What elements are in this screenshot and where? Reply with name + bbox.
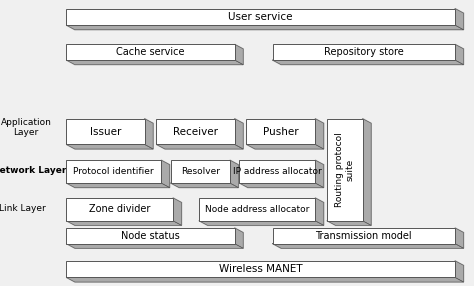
- Polygon shape: [455, 261, 464, 282]
- Text: Pusher: Pusher: [263, 127, 299, 136]
- Bar: [156, 119, 235, 144]
- Polygon shape: [66, 244, 243, 248]
- Polygon shape: [315, 160, 324, 188]
- Polygon shape: [199, 221, 324, 225]
- Polygon shape: [363, 119, 371, 225]
- Bar: [273, 44, 455, 60]
- Bar: [327, 119, 363, 221]
- Text: Issuer: Issuer: [90, 127, 121, 136]
- Bar: [199, 198, 315, 221]
- Polygon shape: [455, 44, 464, 65]
- Bar: [66, 160, 161, 183]
- Text: Network Layer: Network Layer: [0, 166, 66, 175]
- Text: Node status: Node status: [121, 231, 180, 241]
- Text: Protocol identifier: Protocol identifier: [73, 167, 154, 176]
- Polygon shape: [66, 144, 153, 149]
- Bar: [66, 9, 455, 25]
- Polygon shape: [327, 221, 371, 225]
- Text: IP address allocator: IP address allocator: [233, 167, 322, 176]
- Polygon shape: [171, 183, 238, 188]
- Text: Zone divider: Zone divider: [89, 204, 150, 214]
- Text: User service: User service: [228, 12, 293, 22]
- Bar: [273, 228, 455, 244]
- Bar: [66, 198, 173, 221]
- Polygon shape: [273, 60, 464, 65]
- Text: Wireless MANET: Wireless MANET: [219, 264, 302, 274]
- Polygon shape: [161, 160, 170, 188]
- Text: Routing protocol
suite: Routing protocol suite: [335, 132, 355, 207]
- Bar: [66, 228, 235, 244]
- Bar: [239, 160, 315, 183]
- Bar: [171, 160, 230, 183]
- Polygon shape: [315, 198, 324, 225]
- Polygon shape: [235, 228, 243, 248]
- Polygon shape: [66, 221, 182, 225]
- Text: Transmission model: Transmission model: [316, 231, 412, 241]
- Polygon shape: [315, 119, 324, 149]
- Polygon shape: [246, 144, 324, 149]
- Bar: [246, 119, 315, 144]
- Polygon shape: [273, 244, 464, 248]
- Polygon shape: [455, 9, 464, 30]
- Text: Node address allocator: Node address allocator: [205, 205, 310, 214]
- Polygon shape: [173, 198, 182, 225]
- Polygon shape: [66, 183, 170, 188]
- Polygon shape: [239, 183, 324, 188]
- Polygon shape: [230, 160, 238, 188]
- Polygon shape: [66, 25, 464, 30]
- Text: Repository store: Repository store: [324, 47, 404, 57]
- Text: Cache service: Cache service: [116, 47, 185, 57]
- Polygon shape: [235, 119, 243, 149]
- Bar: [66, 261, 455, 277]
- Polygon shape: [455, 228, 464, 248]
- Polygon shape: [66, 277, 464, 282]
- Polygon shape: [156, 144, 243, 149]
- Text: Link Layer: Link Layer: [0, 204, 46, 213]
- Bar: [66, 119, 145, 144]
- Text: Receiver: Receiver: [173, 127, 218, 136]
- Polygon shape: [66, 60, 243, 65]
- Text: Application
Layer: Application Layer: [0, 118, 52, 137]
- Bar: [66, 44, 235, 60]
- Polygon shape: [145, 119, 153, 149]
- Polygon shape: [235, 44, 243, 65]
- Text: Resolver: Resolver: [181, 167, 220, 176]
